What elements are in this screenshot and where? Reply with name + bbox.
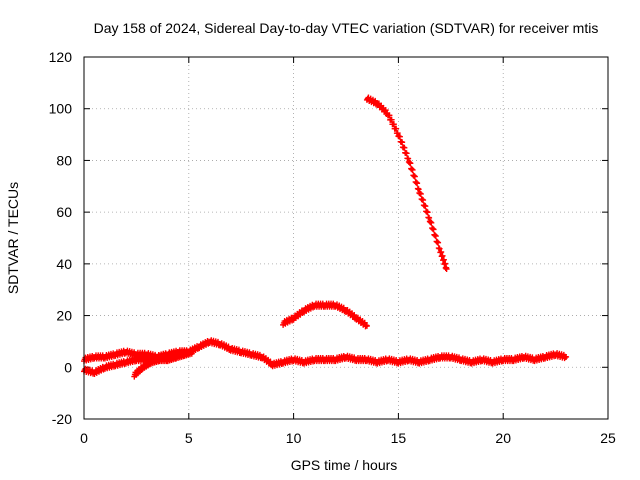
- data-point-marker: [394, 130, 401, 137]
- data-point-marker: [405, 155, 412, 162]
- x-tick-label: 10: [286, 430, 302, 446]
- series-track-e: [363, 94, 450, 273]
- data-point-marker: [388, 116, 395, 123]
- data-point-marker: [411, 173, 418, 180]
- y-tick-label: 60: [56, 204, 72, 220]
- chart-title: Day 158 of 2024, Sidereal Day-to-day VTE…: [94, 20, 599, 36]
- axis-ticks: 0 5 10 15 20 25 -20 0 20 40 60 80 100 120: [49, 49, 616, 446]
- x-tick-label: 15: [391, 430, 407, 446]
- y-tick-label: 0: [64, 359, 72, 375]
- data-point-marker: [409, 166, 416, 173]
- x-tick-label: 5: [185, 430, 193, 446]
- data-point-marker: [386, 112, 393, 119]
- data-point-marker: [563, 353, 570, 360]
- data-point-marker: [417, 190, 424, 197]
- data-point-marker: [426, 214, 433, 221]
- data-point-marker: [420, 197, 427, 204]
- data-point-marker: [422, 203, 429, 210]
- data-point-marker: [393, 125, 400, 132]
- y-axis-label: SDTVAR / TECUs: [5, 182, 21, 294]
- series-track-c: [131, 347, 196, 380]
- data-point-marker: [428, 219, 435, 226]
- data-point-marker: [390, 121, 397, 128]
- data-point-marker: [430, 226, 437, 233]
- y-tick-label: 40: [56, 256, 72, 272]
- data-points: [81, 94, 570, 380]
- y-tick-label: 80: [56, 152, 72, 168]
- series-track-d: [280, 300, 370, 330]
- data-point-marker: [189, 348, 196, 355]
- y-tick-label: -20: [52, 411, 72, 427]
- data-point-marker: [424, 209, 431, 216]
- y-tick-label: 120: [49, 49, 73, 65]
- data-point-marker: [436, 245, 443, 252]
- data-point-marker: [415, 186, 422, 193]
- data-point-marker: [363, 322, 370, 329]
- data-point-marker: [414, 180, 421, 187]
- data-point-marker: [407, 160, 414, 167]
- plot-frame: [83, 56, 609, 420]
- grid: [84, 57, 608, 419]
- data-point-marker: [401, 144, 408, 151]
- data-point-marker: [382, 107, 389, 114]
- data-point-marker: [435, 239, 442, 246]
- x-tick-label: 25: [600, 430, 616, 446]
- y-tick-label: 100: [49, 101, 73, 117]
- x-axis-label: GPS time / hours: [291, 457, 398, 473]
- data-point-marker: [399, 139, 406, 146]
- data-point-marker: [432, 233, 439, 240]
- data-point-marker: [443, 266, 450, 273]
- data-point-marker: [403, 150, 410, 157]
- x-tick-label: 0: [80, 430, 88, 446]
- x-tick-label: 20: [495, 430, 511, 446]
- data-point-marker: [396, 133, 403, 140]
- y-tick-label: 20: [56, 308, 72, 324]
